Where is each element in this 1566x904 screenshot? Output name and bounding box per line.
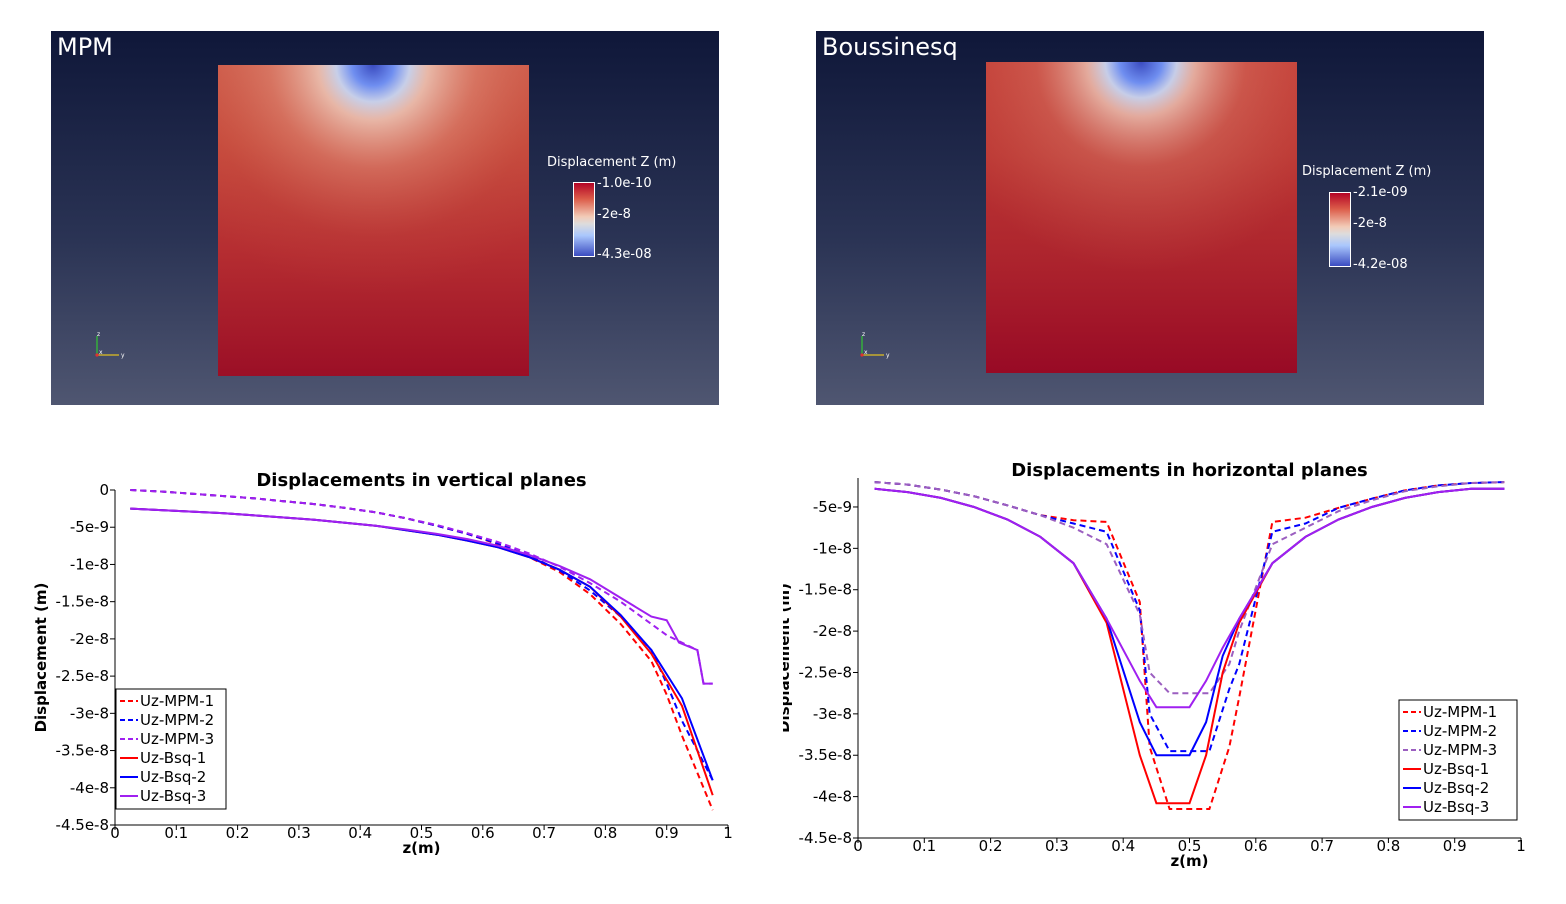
colorbar-min-label: -4.3e-08: [597, 247, 652, 262]
x-tick-label: 0.3: [287, 824, 311, 842]
field-load-zone: [986, 62, 1297, 373]
x-tick-label: 1: [723, 824, 733, 842]
x-tick-label: 0.2: [226, 824, 250, 842]
series-line-uz-mpm-3: [130, 489, 713, 685]
legend-box: [115, 688, 227, 810]
legend-label: Uz-MPM-3: [1423, 741, 1497, 759]
legend-label: Uz-Bsq-3: [140, 787, 206, 805]
legend-label: Uz-MPM-1: [1423, 703, 1497, 721]
vertical-planes-chart: Displacements in vertical planes z(m) Disp…: [32, 470, 733, 857]
y-tick-label: -3.5e-8: [56, 742, 109, 760]
mpm-render-view[interactable]: MPM Displacement Z (m) -1.0e-10 -2e-8: [51, 31, 719, 405]
x-tick-label: 0.4: [348, 824, 372, 842]
colorbar-max-label: -1.0e-10: [597, 176, 652, 191]
x-axis-label: z(m): [402, 839, 440, 857]
legend-label: Uz-MPM-3: [140, 730, 214, 748]
y-tick-label: -4e-8: [813, 788, 852, 806]
axes-triad-icon: z y x: [860, 331, 890, 359]
y-axis-label: Displacement (m): [32, 583, 50, 733]
y-tick-label: -4e-8: [70, 779, 109, 797]
colorbar-min-label: -4.2e-08: [1353, 257, 1408, 272]
x-tick-label: 0.4: [1111, 837, 1135, 855]
axes-triad-icon: z y x: [95, 331, 125, 359]
y-tick-label: -4.5e-8: [56, 816, 109, 834]
y-tick-label: -2.5e-8: [799, 663, 852, 681]
x-tick-label: 0.7: [532, 824, 556, 842]
colorbar-mid-label: -2e-8: [1353, 216, 1387, 231]
axis-x-label: x: [99, 349, 103, 356]
x-tick-label: 0.2: [979, 837, 1003, 855]
view-title: MPM: [57, 33, 113, 61]
axis-x-label: x: [864, 349, 868, 356]
x-tick-label: 0: [110, 824, 120, 842]
view-title: Boussinesq: [822, 33, 958, 61]
axis-y-label: y: [886, 352, 890, 359]
legend-label: Uz-MPM-1: [140, 692, 214, 710]
axis-y-label: y: [121, 352, 125, 359]
x-tick-label: 0.3: [1045, 837, 1069, 855]
colorbar-mid-label: -2e-8: [597, 207, 631, 222]
colorbar-title: Displacement Z (m): [1302, 164, 1432, 179]
x-tick-label: 0.1: [912, 837, 936, 855]
x-axis-label: z(m): [1170, 852, 1208, 870]
legend-label: Uz-Bsq-2: [140, 768, 206, 786]
axis-z-label: z: [97, 331, 100, 338]
axis-z-label: z: [862, 331, 865, 338]
field-load-zone: [218, 65, 529, 376]
y-tick-label: -2e-8: [813, 622, 852, 640]
x-tick-label: 0.1: [164, 824, 188, 842]
x-tick-label: 1: [1516, 837, 1526, 855]
y-tick-label: -3e-8: [813, 705, 852, 723]
legend-label: Uz-MPM-2: [1423, 722, 1497, 740]
displacement-field-plot: [986, 62, 1297, 373]
y-tick-label: -2.5e-8: [56, 667, 109, 685]
x-tick-label: 0.8: [593, 824, 617, 842]
x-tick-label: 0.9: [655, 824, 679, 842]
legend-label: Uz-Bsq-1: [1423, 760, 1489, 778]
y-tick-label: -1e-8: [70, 555, 109, 573]
x-tick-label: 0.5: [410, 824, 434, 842]
chart-title: Displacements in vertical planes: [256, 470, 586, 491]
legend-label: Uz-Bsq-3: [1423, 798, 1489, 816]
x-tick-label: 0.6: [1244, 837, 1268, 855]
y-tick-label: -1.5e-8: [56, 593, 109, 611]
y-tick-label: -4.5e-8: [799, 829, 852, 847]
x-tick-label: 0.5: [1178, 837, 1202, 855]
series-line-uz-mpm-3: [874, 481, 1505, 695]
y-tick-label: -1.5e-8: [799, 581, 852, 599]
y-tick-label: -2e-8: [70, 630, 109, 648]
boussinesq-render-view[interactable]: Boussinesq Displacement Z (m) -2.1e-09 -…: [816, 31, 1484, 405]
y-tick-label: -3e-8: [70, 704, 109, 722]
colorbar: [1329, 192, 1351, 267]
y-tick-label: -5e-9: [813, 498, 852, 516]
series-line-uz-bsq-3: [130, 507, 713, 685]
colorbar: [573, 182, 595, 257]
y-tick-label: -5e-9: [70, 518, 109, 536]
legend-box: [1398, 699, 1518, 821]
chart-title: Displacements in horizontal planes: [1011, 460, 1368, 481]
horizontal-planes-chart: Displacements in horizontal planes z(m) Di…: [783, 460, 1526, 870]
y-tick-label: -3.5e-8: [799, 746, 852, 764]
y-tick-label: 0: [99, 481, 109, 499]
x-tick-label: 0.8: [1376, 837, 1400, 855]
series-line-uz-bsq-3: [874, 487, 1505, 709]
colorbar-title: Displacement Z (m): [547, 155, 677, 170]
x-tick-label: 0: [853, 837, 863, 855]
x-tick-label: 0.9: [1443, 837, 1467, 855]
legend-label: Uz-Bsq-1: [140, 749, 206, 767]
x-tick-label: 0.7: [1310, 837, 1334, 855]
legend-label: Uz-MPM-2: [140, 711, 214, 729]
x-tick-label: 0.6: [471, 824, 495, 842]
y-tick-label: -1e-8: [813, 539, 852, 557]
colorbar-max-label: -2.1e-09: [1353, 185, 1408, 200]
y-axis-label: Displacement (m): [783, 583, 793, 733]
legend-label: Uz-Bsq-2: [1423, 779, 1489, 797]
displacement-field-plot: [218, 65, 529, 376]
